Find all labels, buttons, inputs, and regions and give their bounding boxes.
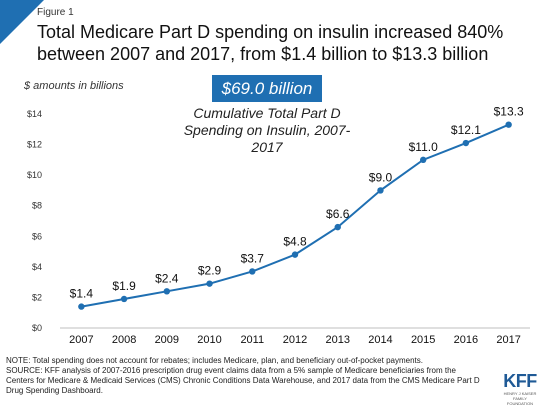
data-label: $1.9 <box>112 279 136 293</box>
data-label: $1.4 <box>70 287 94 301</box>
y-tick-label: $14 <box>27 109 42 119</box>
data-label: $3.7 <box>241 251 265 265</box>
data-point <box>419 156 427 164</box>
data-point <box>462 139 470 147</box>
data-point <box>78 303 85 310</box>
figure-label: Figure 1 <box>37 7 74 18</box>
x-tick-label: 2007 <box>69 334 93 346</box>
x-tick-label: 2013 <box>325 334 349 346</box>
data-label: $13.3 <box>494 105 524 119</box>
y-tick-label: $10 <box>27 170 42 180</box>
data-label: $9.0 <box>369 170 393 184</box>
data-point <box>505 121 512 128</box>
y-tick-label: $12 <box>27 140 42 150</box>
x-tick-label: 2011 <box>240 334 264 346</box>
corner-accent <box>0 0 44 44</box>
total-badge: $69.0 billion <box>212 75 322 102</box>
y-tick-label: $4 <box>32 262 42 272</box>
data-point <box>120 295 128 303</box>
x-tick-label: 2016 <box>454 334 478 346</box>
x-tick-label: 2008 <box>112 334 136 346</box>
data-point <box>291 251 299 258</box>
x-tick-label: 2009 <box>155 334 179 346</box>
data-label: $6.6 <box>326 207 350 221</box>
x-tick-label: 2017 <box>496 334 520 346</box>
x-tick-label: 2014 <box>368 334 392 346</box>
data-label: $12.1 <box>451 123 481 137</box>
y-tick-label: $8 <box>32 201 42 211</box>
data-point <box>163 288 171 295</box>
note-text: NOTE: Total spending does not account fo… <box>6 356 423 365</box>
source-text: SOURCE: KFF analysis of 2007-2016 prescr… <box>6 366 480 395</box>
series-line <box>81 123 510 308</box>
x-tick-label: 2015 <box>411 334 435 346</box>
x-tick-label: 2010 <box>197 334 221 346</box>
y-tick-label: $6 <box>32 231 42 241</box>
data-point <box>249 268 256 275</box>
data-label: $4.8 <box>283 235 307 249</box>
units-label: $ amounts in billions <box>24 80 124 92</box>
data-point <box>377 187 384 194</box>
data-point <box>334 223 341 231</box>
data-point <box>206 280 213 287</box>
data-label: $2.4 <box>155 271 179 285</box>
y-tick-label: $2 <box>32 292 42 302</box>
note-block: NOTE: Total spending does not account fo… <box>6 356 486 396</box>
data-label: $2.9 <box>198 264 222 278</box>
y-tick-label: $0 <box>32 323 42 333</box>
kff-logo: KFF HENRY J KAISER FAMILY FOUNDATION <box>500 371 540 406</box>
kff-subtitle: HENRY J KAISER FAMILY FOUNDATION <box>503 391 537 406</box>
chart-title: Total Medicare Part D spending on insuli… <box>37 22 504 64</box>
data-label: $11.0 <box>409 140 438 154</box>
x-tick-label: 2012 <box>283 334 307 346</box>
callout-text: Cumulative Total Part D Spending on Insu… <box>183 105 351 155</box>
kff-wordmark: KFF <box>503 371 537 391</box>
